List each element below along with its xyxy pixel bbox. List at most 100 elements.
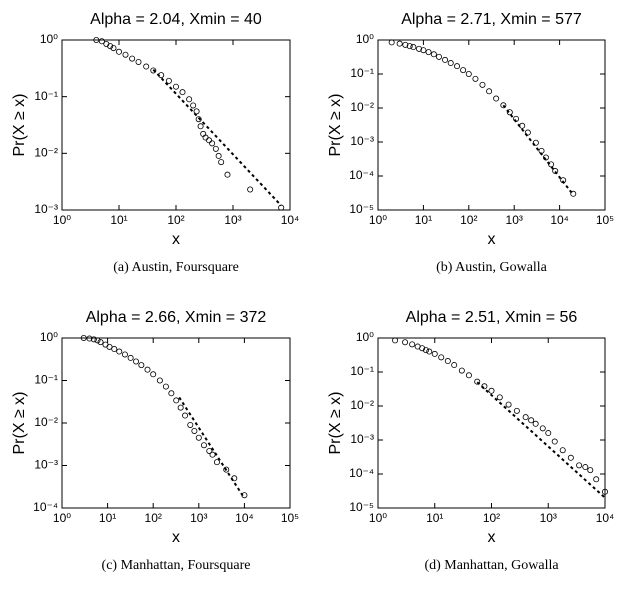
plot-frame bbox=[61, 39, 291, 211]
x-tick-label: 10¹ bbox=[415, 213, 432, 227]
data-point bbox=[179, 89, 186, 96]
x-tick-label: 10⁴ bbox=[281, 213, 300, 227]
y-tick-label: 10⁻² bbox=[34, 415, 58, 429]
y-tick-label: 10⁻⁵ bbox=[349, 500, 374, 514]
data-point bbox=[200, 442, 207, 449]
data-point bbox=[186, 96, 193, 103]
data-point bbox=[172, 83, 179, 90]
data-point bbox=[474, 378, 481, 385]
data-point bbox=[500, 102, 507, 109]
data-point bbox=[522, 414, 529, 421]
data-point bbox=[431, 350, 438, 357]
data-point bbox=[106, 343, 113, 350]
data-point bbox=[278, 204, 285, 211]
y-tick-label: 10⁻³ bbox=[350, 432, 374, 446]
plot-frame bbox=[377, 39, 606, 211]
data-point bbox=[396, 40, 403, 47]
data-point bbox=[150, 67, 157, 74]
data-point bbox=[116, 48, 123, 55]
y-tick-label: 10⁰ bbox=[40, 330, 58, 344]
data-point bbox=[209, 140, 216, 147]
data-point bbox=[129, 55, 136, 62]
plot-frame bbox=[61, 337, 291, 509]
data-point bbox=[532, 420, 539, 427]
chart-title: Alpha = 2.71, Xmin = 577 bbox=[401, 11, 582, 28]
data-point bbox=[206, 447, 213, 454]
y-tick-label: 10⁻² bbox=[350, 398, 374, 412]
data-point bbox=[247, 186, 254, 193]
data-point bbox=[110, 45, 117, 52]
data-point bbox=[552, 168, 559, 175]
data-point bbox=[551, 438, 558, 445]
data-point bbox=[143, 63, 150, 70]
x-tick-label: 10² bbox=[483, 511, 500, 525]
data-point bbox=[587, 467, 594, 474]
x-axis-label: x bbox=[172, 529, 180, 546]
data-point bbox=[593, 476, 600, 483]
data-point bbox=[545, 430, 552, 437]
data-point bbox=[190, 102, 197, 109]
panel: Alpha = 2.66, Xmin = 372 10⁰ 10¹ 10² 10³ 10⁴ 1… bbox=[11, 309, 299, 573]
data-point bbox=[442, 56, 449, 63]
data-point bbox=[582, 464, 589, 471]
data-point bbox=[150, 371, 157, 378]
data-point bbox=[213, 459, 220, 466]
x-tick-label: 10¹ bbox=[110, 213, 127, 227]
data-point bbox=[465, 71, 472, 78]
data-point bbox=[218, 159, 225, 166]
data-point bbox=[444, 358, 451, 365]
data-point bbox=[127, 354, 134, 361]
data-point bbox=[402, 41, 409, 48]
data-point bbox=[458, 367, 465, 374]
data-point bbox=[173, 397, 180, 404]
y-tick-label: 10⁰ bbox=[356, 330, 374, 344]
data-point bbox=[472, 75, 479, 82]
data-point bbox=[416, 45, 423, 52]
x-axis-label: x bbox=[172, 231, 180, 248]
data-point bbox=[576, 462, 583, 469]
y-axis-label: Pr(X ≥ x) bbox=[11, 392, 28, 455]
data-point bbox=[406, 43, 413, 50]
x-tick-label: 10⁴ bbox=[235, 511, 254, 525]
x-tick-label: 10¹ bbox=[426, 511, 443, 525]
x-tick-label: 10³ bbox=[190, 511, 207, 525]
data-point bbox=[409, 341, 416, 348]
caption: (d) Manhattan, Gowalla bbox=[424, 558, 559, 573]
x-tick-label: 10¹ bbox=[99, 511, 116, 525]
data-point bbox=[156, 377, 163, 384]
data-point bbox=[435, 53, 442, 60]
fit-line bbox=[476, 381, 606, 499]
data-point bbox=[602, 488, 609, 495]
data-point bbox=[454, 63, 461, 70]
data-point bbox=[430, 51, 437, 58]
data-point bbox=[97, 339, 104, 346]
data-point bbox=[138, 362, 145, 369]
y-tick-label: 10⁻⁵ bbox=[349, 202, 374, 216]
chart-title: Alpha = 2.04, Xmin = 40 bbox=[90, 11, 262, 28]
data-point bbox=[187, 421, 194, 428]
y-tick-label: 10⁰ bbox=[40, 32, 58, 46]
data-point bbox=[121, 351, 128, 358]
data-point bbox=[191, 427, 198, 434]
plot-frame bbox=[377, 337, 606, 509]
data-point bbox=[133, 358, 140, 365]
data-point bbox=[93, 37, 100, 44]
data-point bbox=[496, 394, 503, 401]
data-point bbox=[479, 81, 486, 88]
data-point bbox=[422, 347, 429, 354]
x-tick-label: 10⁴ bbox=[596, 511, 615, 525]
x-axis-label: x bbox=[488, 529, 496, 546]
x-tick-label: 10³ bbox=[540, 511, 557, 525]
fit-line bbox=[152, 68, 282, 207]
fit-line bbox=[178, 396, 246, 499]
data-point bbox=[102, 341, 109, 348]
data-point bbox=[420, 47, 427, 54]
data-point bbox=[425, 49, 432, 56]
x-tick-label: 10³ bbox=[224, 213, 241, 227]
x-tick-label: 10⁵ bbox=[281, 511, 299, 525]
data-point bbox=[532, 139, 539, 146]
y-axis-label: Pr(X ≥ x) bbox=[327, 94, 344, 157]
data-point bbox=[465, 372, 472, 379]
data-point bbox=[111, 346, 118, 353]
x-tick-label: 10⁰ bbox=[53, 511, 71, 525]
